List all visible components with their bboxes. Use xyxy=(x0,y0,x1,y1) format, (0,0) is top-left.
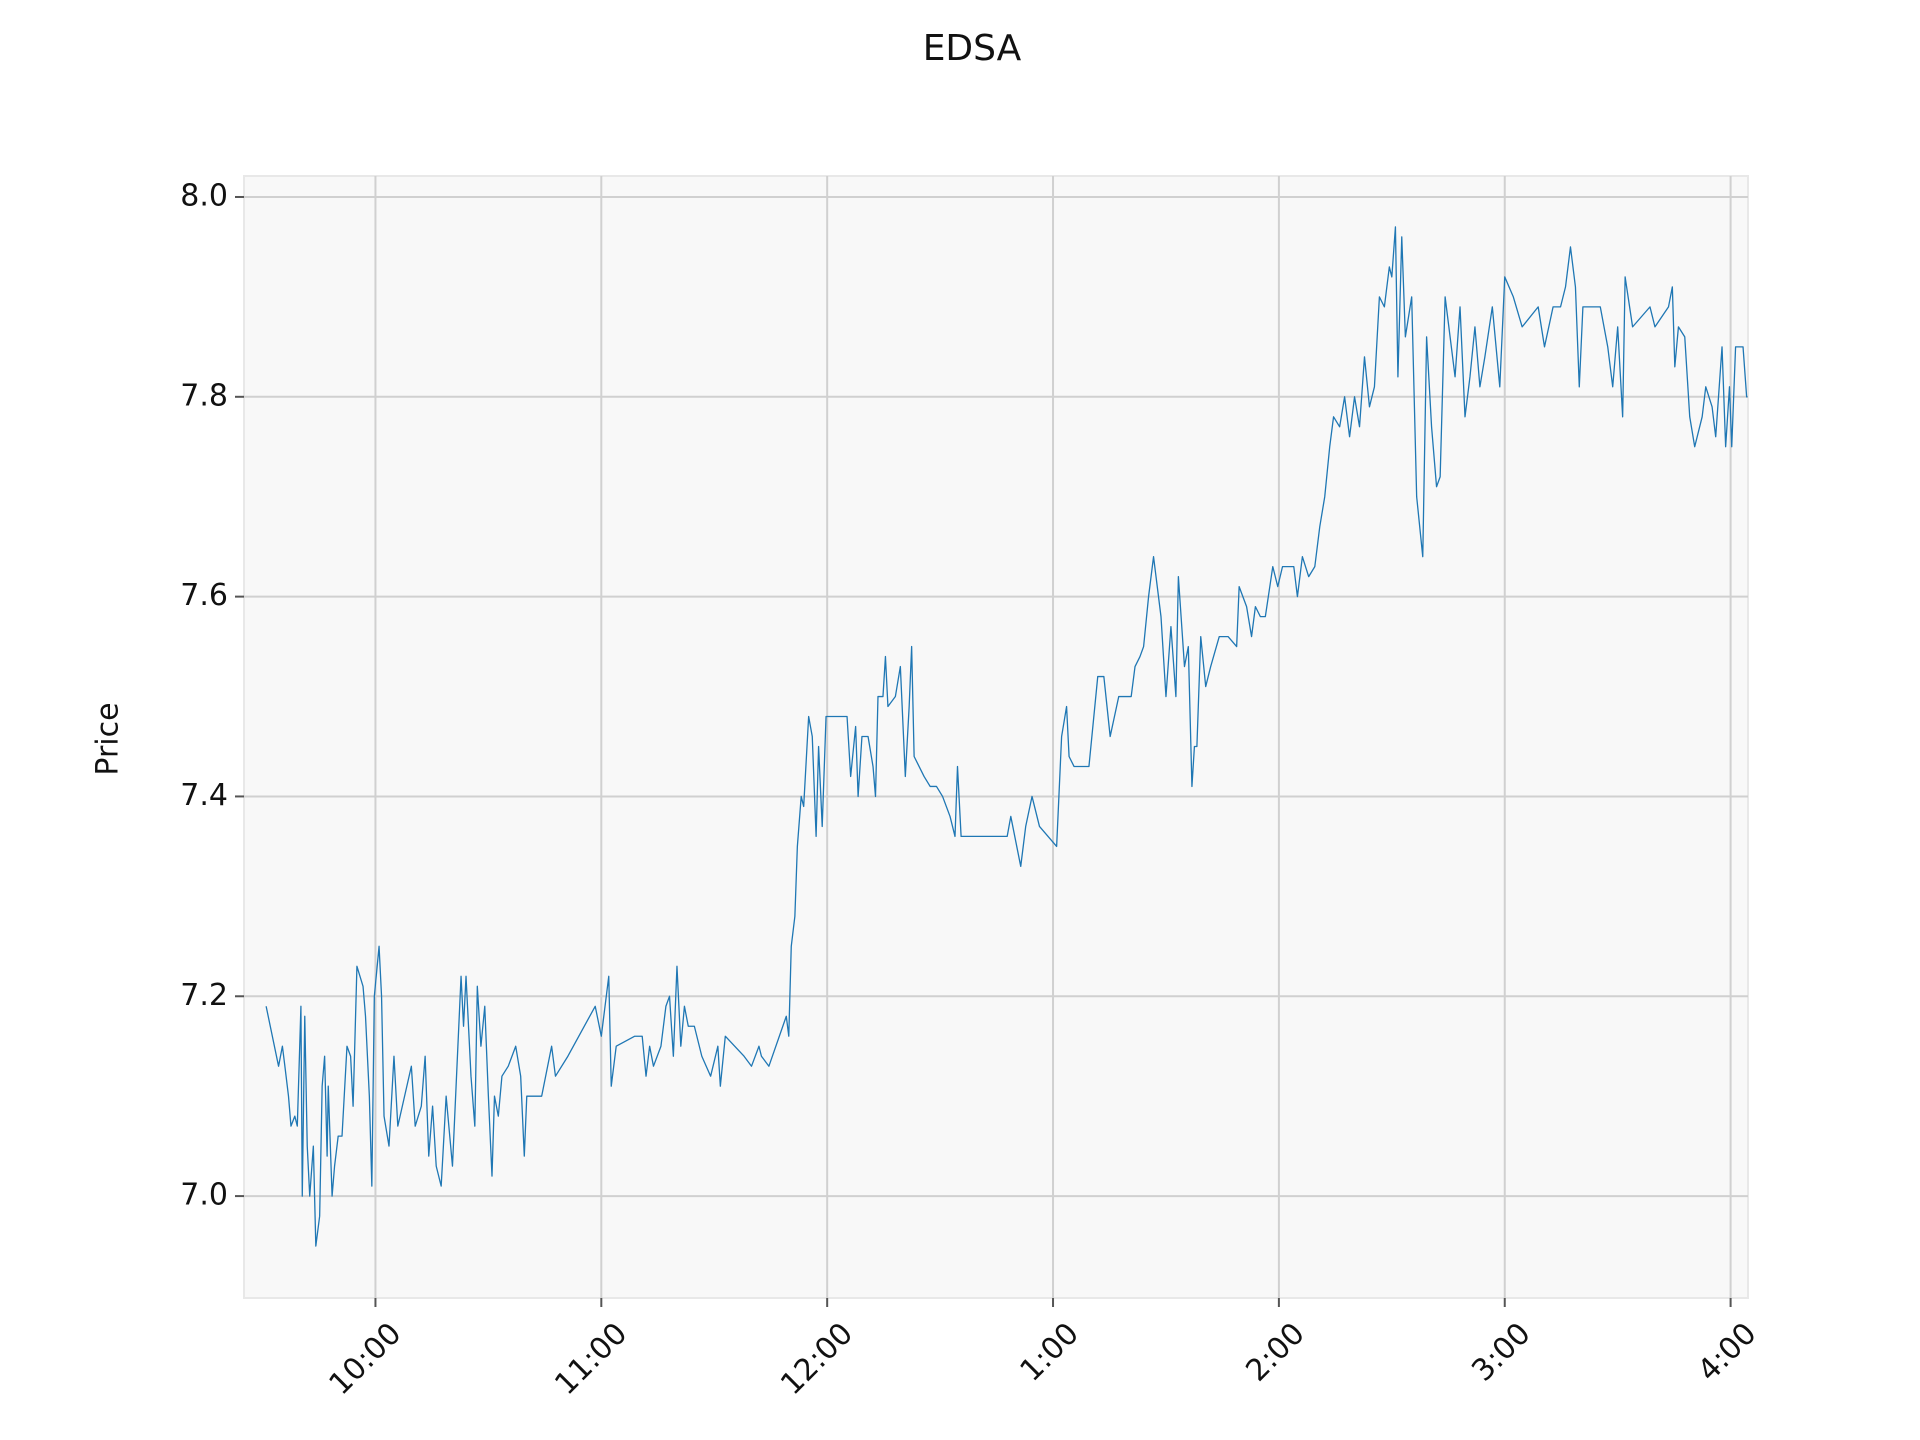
y-tick-label: 7.4 xyxy=(180,778,228,813)
y-tick-label: 8.0 xyxy=(180,178,228,213)
y-axis-label: Price xyxy=(91,702,126,775)
chart-title: EDSA xyxy=(923,28,1022,69)
y-tick-label: 7.0 xyxy=(180,1178,228,1213)
y-tick-label: 7.2 xyxy=(180,978,228,1013)
y-tick-label: 7.8 xyxy=(180,378,228,413)
y-tick-label: 7.6 xyxy=(180,578,228,613)
price-line xyxy=(265,226,1748,1247)
plot-area xyxy=(243,175,1749,1299)
